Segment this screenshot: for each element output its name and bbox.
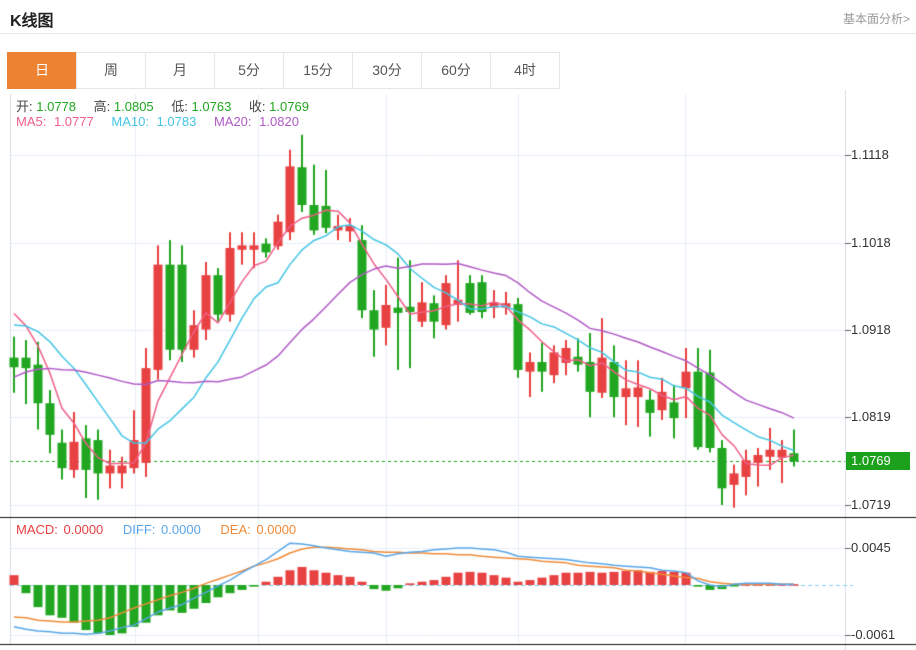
ma-legend: MA5: 1.0777 MA10: 1.0783 MA20: 1.0820 — [16, 114, 313, 129]
ma20-value: 1.0820 — [259, 114, 299, 129]
tab-15min[interactable]: 15分 — [283, 52, 353, 89]
period-tabs: 日 周 月 5分 15分 30分 60分 4时 — [7, 52, 560, 89]
diff-label: DIFF: — [122, 522, 156, 537]
ma20-label: MA20: — [213, 114, 252, 129]
price-axis-label: 1.0918 — [851, 322, 891, 338]
price-axis-label: 1.0819 — [851, 409, 891, 425]
page-title: K线图 — [10, 13, 54, 30]
macd-value: 0.0000 — [63, 522, 104, 537]
close-label: 收: — [248, 99, 266, 114]
current-price-badge: 1.0769 — [846, 452, 910, 471]
ma10-label: MA10: — [111, 114, 149, 129]
macd-legend: MACD: 0.0000 DIFF: 0.0000 DEA: 0.0000 — [16, 522, 312, 537]
macd-axis-label: -0.0061 — [851, 627, 896, 642]
macd-label: MACD: — [16, 522, 58, 537]
tab-month[interactable]: 月 — [145, 52, 215, 89]
price-axis-label: 1.1018 — [851, 234, 891, 250]
tab-30min[interactable]: 30分 — [352, 52, 422, 89]
ma5-label: MA5: — [16, 114, 47, 129]
tab-week[interactable]: 周 — [76, 52, 146, 89]
macd-axis-label: 0.0045 — [851, 540, 891, 556]
tab-4hour[interactable]: 4时 — [490, 52, 560, 89]
close-value: 1.0769 — [269, 99, 309, 114]
diff-value: 0.0000 — [161, 522, 201, 537]
tab-60min[interactable]: 60分 — [421, 52, 491, 89]
low-label: 低: — [171, 99, 188, 114]
price-axis-label: 1.1118 — [851, 147, 889, 162]
tab-5min[interactable]: 5分 — [214, 52, 284, 89]
header-divider — [0, 33, 916, 34]
high-value: 1.0805 — [113, 99, 154, 114]
dea-label: DEA: — [220, 522, 251, 537]
open-value: 1.0778 — [36, 99, 77, 114]
ma10-value: 1.0783 — [156, 114, 197, 129]
open-label: 开: — [16, 99, 33, 114]
dea-value: 0.0000 — [256, 522, 297, 537]
low-value: 1.0763 — [191, 99, 232, 114]
tab-day[interactable]: 日 — [7, 52, 77, 89]
kline-chart-canvas[interactable] — [0, 90, 916, 650]
fundamental-analysis-link[interactable]: 基本面分析> — [842, 12, 910, 26]
high-label: 高: — [93, 99, 111, 114]
price-axis-label: 1.0719 — [851, 497, 891, 512]
ma5-value: 1.0777 — [53, 114, 94, 129]
ohlc-legend: 开: 1.0778 高: 1.0805 低: 1.0763 收: 1.0769 — [16, 96, 323, 115]
